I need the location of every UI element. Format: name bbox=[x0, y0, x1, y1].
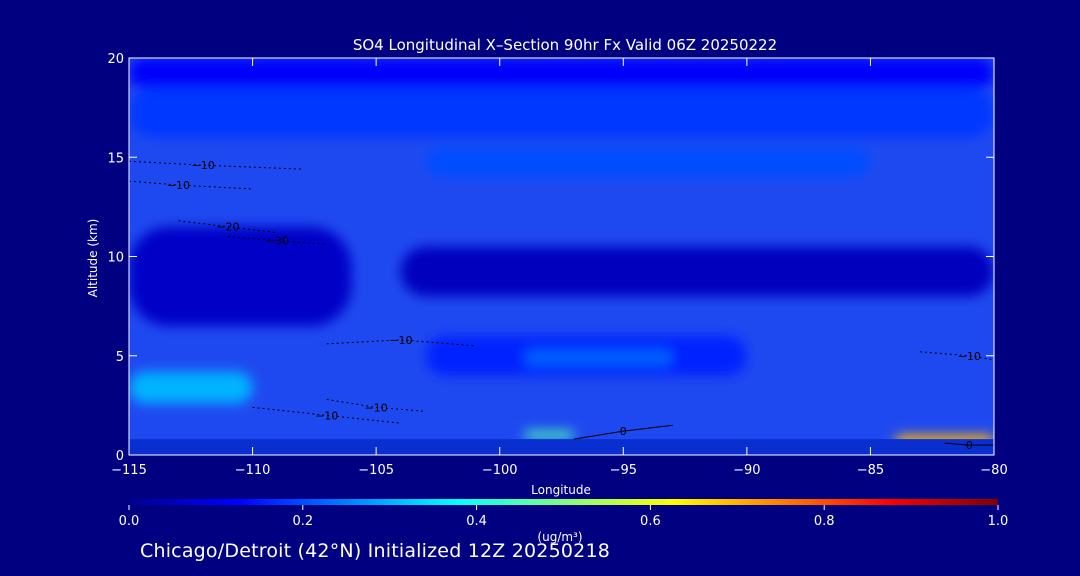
x-tick-label: −105 bbox=[358, 463, 394, 478]
x-axis-label: Longitude bbox=[531, 483, 591, 497]
colorbar-tick-label: 0.8 bbox=[814, 514, 835, 529]
run-info-footer: Chicago/Detroit (42°N) Initialized 12Z 2… bbox=[140, 540, 611, 562]
y-tick-label: 10 bbox=[107, 251, 124, 266]
colorbar-tick-label: 0.2 bbox=[292, 514, 313, 529]
concentration-band bbox=[129, 226, 352, 326]
contour-line bbox=[573, 424, 673, 440]
chart-title: SO4 Longitudinal X–Section 90hr Fx Valid… bbox=[353, 36, 777, 54]
colorbar-unit-label: (ug/m³) bbox=[537, 530, 582, 544]
contour-label: −30 bbox=[266, 235, 289, 248]
y-tick-label: 0 bbox=[116, 449, 124, 464]
x-tick-label: −90 bbox=[733, 463, 760, 478]
contour-label: 0 bbox=[620, 425, 627, 438]
terrain-fill bbox=[129, 439, 994, 455]
y-axis-label: Altitude (km) bbox=[86, 219, 100, 298]
x-tick-label: −115 bbox=[111, 463, 147, 478]
x-tick-label: −100 bbox=[482, 463, 518, 478]
colorbar-tick-label: 0.6 bbox=[640, 514, 661, 529]
contour-label: −10 bbox=[192, 159, 215, 172]
contour-label: −10 bbox=[389, 334, 412, 347]
contour-line bbox=[178, 220, 278, 234]
colorbar-tick-label: 1.0 bbox=[988, 514, 1009, 529]
x-tick-label: −80 bbox=[980, 463, 1007, 478]
contour-label: −10 bbox=[958, 350, 981, 363]
contour-line bbox=[129, 180, 253, 190]
contour-label: −10 bbox=[167, 179, 190, 192]
colorbar-ticks: 0.0 0.2 0.4 0.6 0.8 1.0 bbox=[119, 505, 1009, 529]
contour-label: −10 bbox=[365, 401, 388, 414]
colorbar-tick-label: 0.0 bbox=[119, 514, 140, 529]
y-tick-label: 20 bbox=[107, 52, 124, 67]
contour-line bbox=[129, 160, 303, 170]
x-tick-label: −110 bbox=[235, 463, 271, 478]
concentration-band bbox=[129, 371, 253, 404]
terrain bbox=[129, 439, 994, 455]
y-axis: 0 5 10 15 20 bbox=[107, 52, 994, 464]
x-axis: −115 −110 −105 −100 −95 −90 −85 −80 bbox=[111, 58, 1008, 478]
y-tick-label: 15 bbox=[107, 151, 124, 166]
concentration-band bbox=[129, 87, 994, 138]
contour-line bbox=[919, 351, 994, 361]
contour-label: −20 bbox=[216, 221, 239, 234]
concentration-band bbox=[400, 246, 994, 297]
y-tick-label: 5 bbox=[116, 350, 124, 365]
contour-line bbox=[944, 442, 994, 446]
concentration-band bbox=[129, 58, 994, 88]
contour-line bbox=[326, 398, 426, 412]
x-tick-label: −95 bbox=[610, 463, 637, 478]
contour-label: 0 bbox=[966, 439, 973, 452]
concentration-fills bbox=[129, 58, 994, 450]
colorbar bbox=[129, 499, 998, 505]
concentration-band bbox=[524, 431, 574, 440]
colorbar-tick-label: 0.4 bbox=[466, 514, 487, 529]
concentration-band bbox=[425, 147, 871, 178]
contour-label: −10 bbox=[315, 409, 338, 422]
x-tick-label: −85 bbox=[857, 463, 884, 478]
contour-line bbox=[227, 236, 327, 246]
concentration-band bbox=[524, 349, 673, 366]
